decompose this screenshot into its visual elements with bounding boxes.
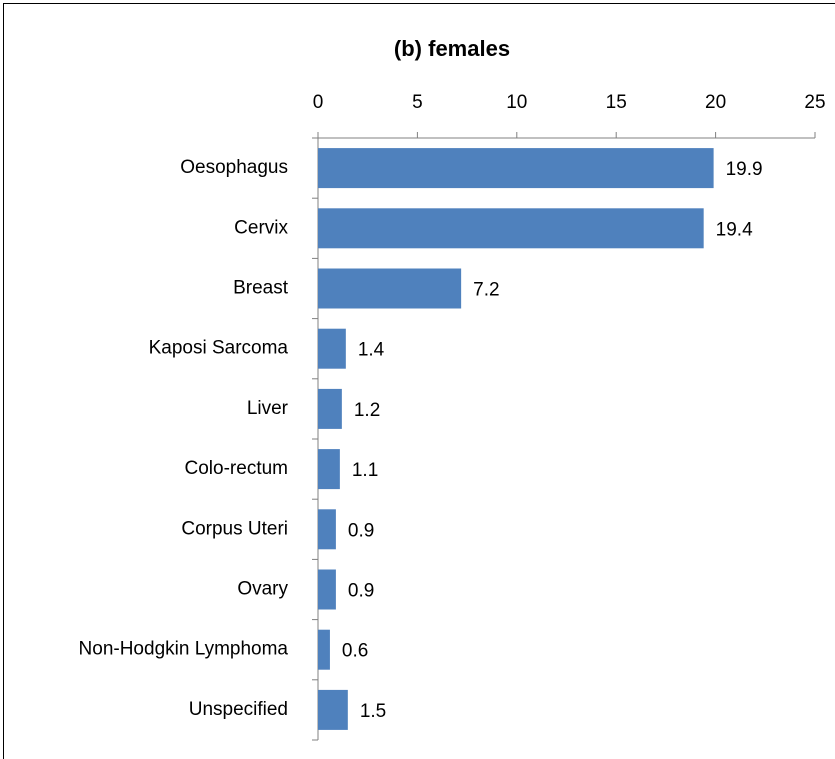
data-label: 0.9 [348, 520, 374, 541]
x-tick-label: 15 [606, 92, 627, 113]
y-tick-label: Liver [247, 398, 289, 419]
y-tick-label: Oesophagus [180, 157, 288, 178]
bar [318, 328, 346, 369]
x-tick-label: 25 [804, 92, 825, 113]
x-tick-label: 0 [313, 92, 324, 113]
data-label: 0.6 [342, 641, 368, 662]
bar [318, 208, 704, 249]
data-label: 19.4 [716, 219, 753, 240]
bar [318, 388, 342, 429]
y-tick-label: Colo-rectum [185, 458, 288, 479]
bar [318, 569, 336, 610]
chart-title: (b) females [394, 36, 510, 61]
data-label: 7.2 [473, 280, 499, 301]
y-tick-label: Ovary [237, 579, 288, 600]
y-tick-label: Kaposi Sarcoma [149, 338, 289, 359]
data-label: 1.2 [354, 400, 380, 421]
data-label: 0.9 [348, 581, 374, 602]
data-label: 19.9 [726, 159, 763, 180]
data-label: 1.1 [352, 460, 378, 481]
bar [318, 629, 330, 670]
bar [318, 268, 462, 309]
bar [318, 689, 348, 730]
y-tick-label: Unspecified [189, 699, 288, 720]
x-tick-label: 10 [506, 92, 527, 113]
bar [318, 449, 340, 490]
x-tick-label: 20 [705, 92, 726, 113]
y-tick-label: Corpus Uteri [181, 518, 288, 539]
data-label: 1.5 [360, 701, 386, 722]
y-tick-label: Breast [233, 278, 289, 299]
y-tick-label: Non-Hodgkin Lymphoma [79, 639, 289, 660]
data-label: 1.4 [358, 340, 385, 361]
bar [318, 509, 336, 550]
y-tick-label: Cervix [234, 217, 288, 238]
x-tick-label: 5 [412, 92, 423, 113]
bar [318, 148, 714, 189]
chart-border [3, 3, 835, 759]
